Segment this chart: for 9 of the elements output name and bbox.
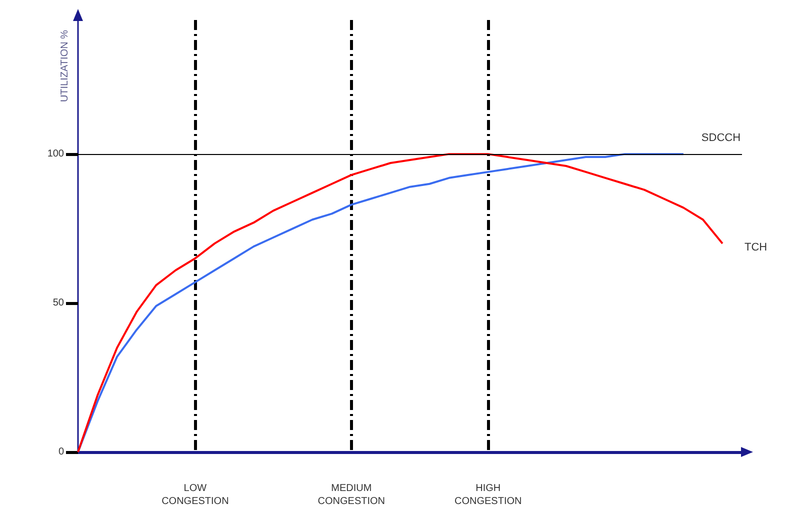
y-tick-label: 50 — [52, 298, 64, 309]
text: TCH — [744, 241, 768, 254]
y-axis-title: UTILIZATION % — [60, 30, 70, 102]
x-tick-label: MEDIUM CONGESTION — [318, 483, 386, 507]
y-tick-label: 100 — [47, 148, 64, 160]
y-tick-label: 0 — [58, 446, 64, 458]
series-label: SDCCH — [701, 132, 741, 144]
x-tick-label: LOW CONGESTION — [162, 483, 229, 507]
x-tick-label: HIGH CONGESTION — [454, 483, 522, 507]
